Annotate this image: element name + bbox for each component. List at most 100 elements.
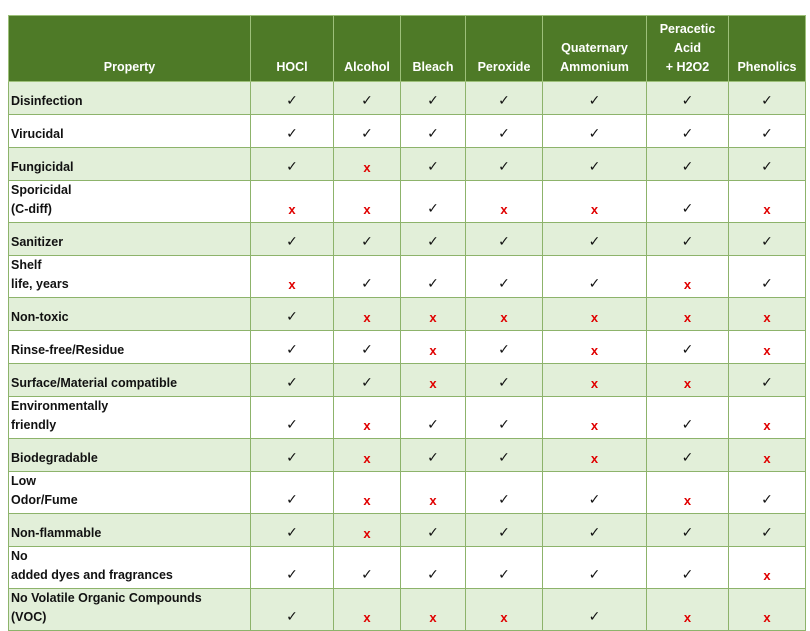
rating-cell: ✓: [400, 81, 466, 115]
rating-cell: ✓: [400, 396, 466, 439]
rating-cell: ✓: [728, 147, 806, 181]
property-cell: Environmentally friendly: [8, 396, 251, 439]
rating-cell: ✓: [728, 114, 806, 148]
rating-cell: ✓: [465, 438, 543, 472]
table-row: Disinfection ✓ ✓ ✓ ✓ ✓ ✓ ✓: [8, 81, 806, 115]
rating-cell: ✓: [333, 81, 401, 115]
property-cell: Fungicidal: [8, 147, 251, 181]
rating-cell: ✓: [250, 396, 334, 439]
rating-cell: x: [333, 513, 401, 547]
table-row: Shelf life, years x ✓ ✓ ✓ ✓ x ✓: [8, 255, 806, 298]
rating-cell: ✓: [646, 222, 729, 256]
table-row: Biodegradable ✓ x ✓ ✓ x ✓ x: [8, 438, 806, 472]
rating-cell: ✓: [465, 546, 543, 589]
property-cell: Shelf life, years: [8, 255, 251, 298]
rating-cell: x: [542, 438, 647, 472]
rating-cell: ✓: [333, 330, 401, 364]
table-row: Virucidal ✓ ✓ ✓ ✓ ✓ ✓ ✓: [8, 114, 806, 148]
rating-cell: ✓: [400, 513, 466, 547]
rating-cell: x: [333, 180, 401, 223]
rating-cell: ✓: [465, 147, 543, 181]
rating-cell: x: [333, 297, 401, 331]
rating-cell: ✓: [465, 222, 543, 256]
rating-cell: ✓: [400, 438, 466, 472]
rating-cell: ✓: [400, 255, 466, 298]
table-row: Non-toxic ✓ x x x x x x: [8, 297, 806, 331]
rating-cell: ✓: [465, 513, 543, 547]
property-cell: Rinse-free/Residue: [8, 330, 251, 364]
rating-cell: x: [542, 363, 647, 397]
rating-cell: ✓: [465, 330, 543, 364]
rating-cell: ✓: [250, 363, 334, 397]
rating-cell: x: [400, 297, 466, 331]
table-row: Fungicidal ✓ x ✓ ✓ ✓ ✓ ✓: [8, 147, 806, 181]
rating-cell: x: [646, 471, 729, 514]
column-header: Property: [8, 15, 251, 82]
table-row: Non-flammable ✓ x ✓ ✓ ✓ ✓ ✓: [8, 513, 806, 547]
table-row: Surface/Material compatible ✓ ✓ x ✓ x x ✓: [8, 363, 806, 397]
table-container: Property HOCl Alcohol Bleach Peroxide Quatern…: [8, 15, 806, 631]
column-header: HOCl: [250, 15, 334, 82]
rating-cell: ✓: [400, 546, 466, 589]
rating-cell: ✓: [250, 471, 334, 514]
rating-cell: ✓: [646, 180, 729, 223]
rating-cell: ✓: [250, 297, 334, 331]
rating-cell: ✓: [400, 147, 466, 181]
rating-cell: ✓: [333, 255, 401, 298]
column-header: Peroxide: [465, 15, 543, 82]
rating-cell: ✓: [465, 81, 543, 115]
rating-cell: ✓: [250, 222, 334, 256]
rating-cell: ✓: [542, 546, 647, 589]
rating-cell: ✓: [542, 513, 647, 547]
rating-cell: x: [728, 438, 806, 472]
rating-cell: ✓: [728, 81, 806, 115]
rating-cell: ✓: [333, 222, 401, 256]
rating-cell: ✓: [250, 330, 334, 364]
rating-cell: ✓: [250, 114, 334, 148]
property-cell: No Volatile Organic Compounds (VOC): [8, 588, 251, 631]
rating-cell: x: [728, 297, 806, 331]
property-cell: Low Odor/Fume: [8, 471, 251, 514]
rating-cell: ✓: [250, 81, 334, 115]
rating-cell: ✓: [542, 147, 647, 181]
property-cell: No added dyes and fragrances: [8, 546, 251, 589]
rating-cell: x: [400, 330, 466, 364]
rating-cell: ✓: [465, 396, 543, 439]
rating-cell: x: [542, 297, 647, 331]
table-row: Sporicidal (C-diff) x x ✓ x x ✓ x: [8, 180, 806, 223]
rating-cell: ✓: [728, 513, 806, 547]
rating-cell: ✓: [728, 363, 806, 397]
rating-cell: x: [728, 180, 806, 223]
table-row: No added dyes and fragrances ✓ ✓ ✓ ✓ ✓ ✓ x: [8, 546, 806, 589]
rating-cell: x: [646, 363, 729, 397]
property-cell: Non-flammable: [8, 513, 251, 547]
rating-cell: x: [646, 297, 729, 331]
column-header: Peracetic Acid + H2O2: [646, 15, 729, 82]
rating-cell: ✓: [542, 114, 647, 148]
rating-cell: ✓: [465, 114, 543, 148]
rating-cell: x: [250, 180, 334, 223]
rating-cell: x: [465, 588, 543, 631]
rating-cell: x: [465, 180, 543, 223]
rating-cell: x: [333, 438, 401, 472]
rating-cell: ✓: [728, 471, 806, 514]
rating-cell: x: [728, 330, 806, 364]
comparison-table: Property HOCl Alcohol Bleach Peroxide Quatern…: [8, 15, 806, 631]
rating-cell: x: [728, 546, 806, 589]
column-header: Bleach: [400, 15, 466, 82]
rating-cell: x: [333, 471, 401, 514]
header-row: Property HOCl Alcohol Bleach Peroxide Quatern…: [8, 15, 806, 82]
table-row: Environmentally friendly ✓ x ✓ ✓ x ✓ x: [8, 396, 806, 439]
rating-cell: ✓: [465, 363, 543, 397]
rating-cell: ✓: [250, 546, 334, 589]
rating-cell: x: [646, 588, 729, 631]
column-header: Alcohol: [333, 15, 401, 82]
rating-cell: ✓: [646, 81, 729, 115]
rating-cell: x: [465, 297, 543, 331]
rating-cell: ✓: [333, 363, 401, 397]
rating-cell: ✓: [646, 330, 729, 364]
rating-cell: ✓: [250, 513, 334, 547]
rating-cell: x: [728, 588, 806, 631]
rating-cell: ✓: [728, 222, 806, 256]
